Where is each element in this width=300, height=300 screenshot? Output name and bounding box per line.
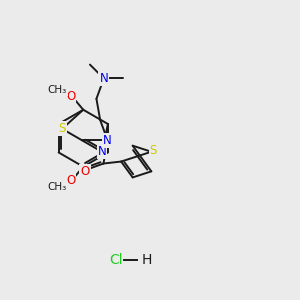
Text: O: O [66, 174, 76, 187]
Text: Cl: Cl [109, 253, 122, 267]
Text: CH₃: CH₃ [47, 182, 67, 192]
Text: N: N [103, 134, 112, 147]
Text: N: N [99, 72, 108, 85]
Text: S: S [58, 122, 66, 135]
Text: O: O [66, 90, 76, 103]
Text: S: S [150, 144, 157, 157]
Text: CH₃: CH₃ [47, 85, 67, 95]
Text: O: O [80, 165, 90, 178]
Text: N: N [98, 145, 106, 158]
Text: H: H [142, 253, 152, 267]
